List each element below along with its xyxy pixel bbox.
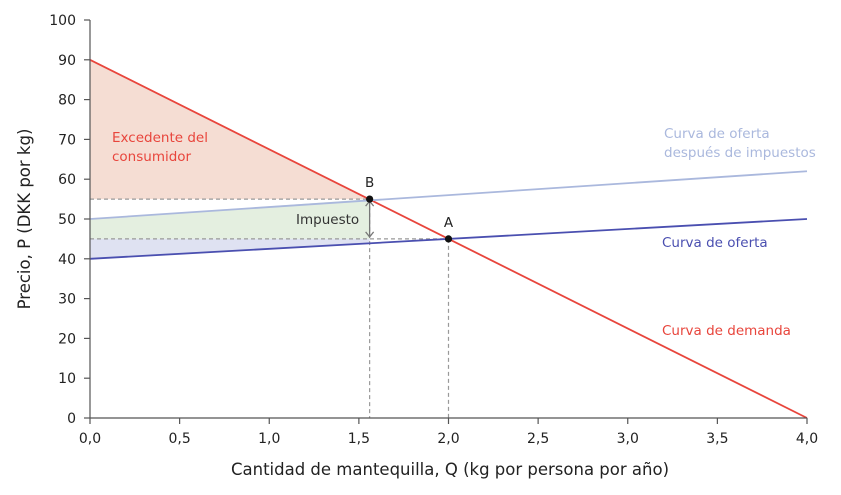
reference-lines [90,198,450,418]
point-a-label: A [444,215,454,231]
y-tick-label: 40 [58,252,76,268]
x-tick-label: 3,5 [706,431,728,447]
equilibrium-points: AB [365,175,454,243]
x-tick-label: 4,0 [796,431,818,447]
x-tick-label: 0,0 [79,431,101,447]
x-tick-label: 0,5 [168,431,190,447]
supply-after-tax-label: Curva de oferta después de impuestos [664,126,816,161]
point-b-label: B [365,175,374,191]
x-tick-label: 3,0 [617,431,639,447]
y-tick-label: 50 [58,212,76,228]
y-tick-label: 60 [58,172,76,188]
supply-after-tax-line-2: después de impuestos [664,145,816,161]
axes: 0 10 20 30 40 50 60 70 80 90 100 0,0 0,5 1,0 1,5 2,0 2,5… [49,13,818,447]
x-axis-title: Cantidad de mantequilla, Q (kg por perso… [231,460,669,479]
point-b [366,195,374,203]
supply-after-tax-line-1: Curva de oferta [664,126,770,142]
y-tick-label: 20 [58,331,76,347]
producer-area [90,238,370,259]
x-tick-label: 2,5 [527,431,549,447]
x-tick-label: 1,5 [348,431,370,447]
y-tick-label: 30 [58,292,76,308]
y-tick-label: 90 [58,53,76,69]
tax-label: Impuesto [296,212,359,228]
x-tick-label: 1,0 [258,431,280,447]
supply-curve-label: Curva de oferta [662,235,768,251]
supply-after-tax-curve [89,170,808,220]
point-a [444,235,453,243]
consumer-surplus-label: Excedente del consumidor [112,130,212,165]
y-tick-label: 10 [58,371,76,387]
y-tick-label: 80 [58,93,76,109]
consumer-surplus-line-1: Excedente del [112,130,208,146]
demand-curve-label: Curva de demanda [662,323,791,339]
tax-area [90,199,370,239]
y-axis-title: Precio, P (DKK por kg) [15,129,34,310]
y-tick-label: 100 [49,13,76,29]
y-tick-label: 0 [67,411,76,427]
consumer-surplus-line-2: consumidor [112,149,192,165]
tax-arrow-head-bottom [365,231,375,238]
x-tick-label: 2,0 [437,431,459,447]
y-tick-label: 70 [58,132,76,148]
